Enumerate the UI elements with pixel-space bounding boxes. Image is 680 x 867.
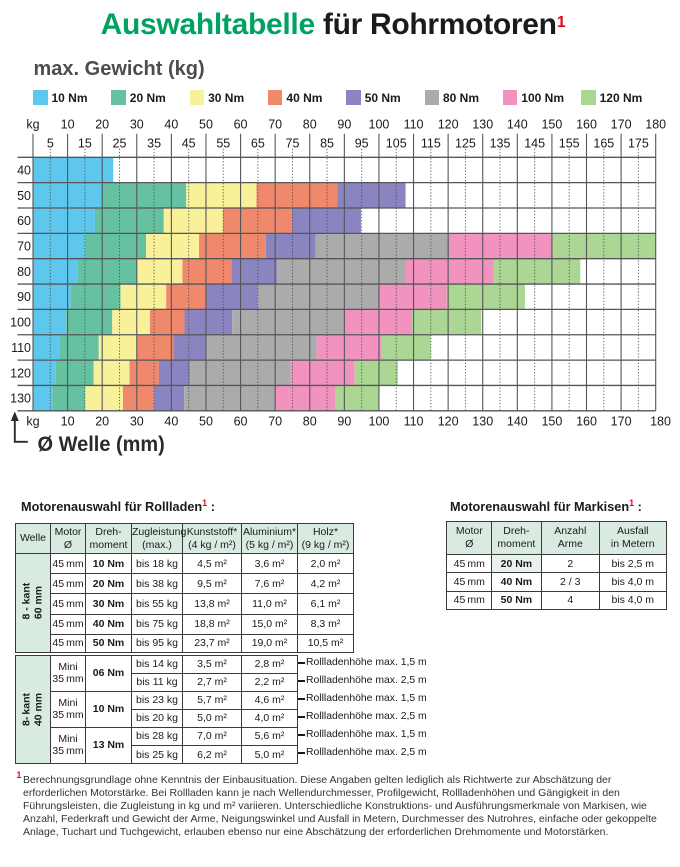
- svg-text:100: 100: [10, 316, 31, 330]
- svg-text:80: 80: [303, 415, 317, 429]
- svg-text:135: 135: [490, 137, 511, 151]
- svg-text:110: 110: [404, 415, 424, 429]
- svg-text:70: 70: [268, 118, 282, 132]
- svg-text:180: 180: [645, 118, 666, 132]
- svg-text:150: 150: [541, 415, 562, 429]
- svg-text:50: 50: [199, 415, 213, 429]
- svg-text:150: 150: [541, 118, 562, 132]
- svg-text:130: 130: [472, 118, 493, 132]
- svg-text:120: 120: [438, 118, 459, 132]
- svg-text:110: 110: [404, 118, 424, 132]
- svg-text:90: 90: [17, 290, 31, 304]
- svg-text:40: 40: [164, 118, 178, 132]
- svg-text:60: 60: [234, 415, 248, 429]
- svg-text:125: 125: [455, 137, 476, 151]
- svg-text:10: 10: [61, 118, 75, 132]
- svg-text:120: 120: [438, 415, 459, 429]
- svg-text:100: 100: [369, 118, 390, 132]
- svg-text:95: 95: [355, 137, 369, 151]
- svg-text:40: 40: [17, 164, 31, 178]
- svg-text:140: 140: [507, 118, 528, 132]
- svg-text:145: 145: [524, 137, 545, 151]
- svg-text:70: 70: [17, 240, 31, 254]
- svg-text:20: 20: [95, 118, 109, 132]
- svg-text:180: 180: [650, 415, 671, 429]
- svg-text:120: 120: [10, 366, 31, 380]
- svg-text:115: 115: [421, 137, 441, 151]
- svg-text:170: 170: [611, 118, 632, 132]
- svg-text:50: 50: [199, 118, 213, 132]
- svg-text:130: 130: [10, 392, 31, 406]
- svg-text:155: 155: [559, 137, 580, 151]
- svg-text:65: 65: [251, 137, 265, 151]
- svg-text:140: 140: [507, 415, 528, 429]
- svg-text:170: 170: [611, 415, 632, 429]
- svg-text:80: 80: [303, 118, 317, 132]
- svg-text:10: 10: [61, 415, 75, 429]
- svg-text:165: 165: [593, 137, 614, 151]
- svg-text:50: 50: [17, 189, 31, 203]
- svg-text:55: 55: [216, 137, 230, 151]
- svg-text:110: 110: [11, 341, 31, 355]
- svg-text:35: 35: [147, 137, 161, 151]
- svg-text:70: 70: [268, 415, 282, 429]
- svg-text:130: 130: [472, 415, 493, 429]
- svg-text:Ø Welle (mm): Ø Welle (mm): [38, 432, 165, 456]
- svg-text:160: 160: [576, 415, 597, 429]
- svg-text:160: 160: [576, 118, 597, 132]
- svg-text:kg: kg: [26, 118, 39, 132]
- svg-text:45: 45: [182, 137, 196, 151]
- svg-text:kg: kg: [26, 415, 39, 429]
- svg-text:90: 90: [337, 118, 351, 132]
- svg-text:40: 40: [164, 415, 178, 429]
- svg-text:90: 90: [337, 415, 351, 429]
- svg-text:175: 175: [628, 137, 649, 151]
- svg-text:15: 15: [78, 137, 92, 151]
- svg-text:75: 75: [286, 137, 300, 151]
- svg-text:20: 20: [95, 415, 109, 429]
- svg-text:80: 80: [17, 265, 31, 279]
- svg-text:60: 60: [234, 118, 248, 132]
- svg-text:30: 30: [130, 415, 144, 429]
- svg-text:30: 30: [130, 118, 144, 132]
- svg-text:85: 85: [320, 137, 334, 151]
- svg-text:5: 5: [47, 137, 54, 151]
- svg-text:60: 60: [17, 214, 31, 228]
- svg-text:25: 25: [113, 137, 127, 151]
- svg-text:105: 105: [386, 137, 407, 151]
- svg-text:100: 100: [369, 415, 390, 429]
